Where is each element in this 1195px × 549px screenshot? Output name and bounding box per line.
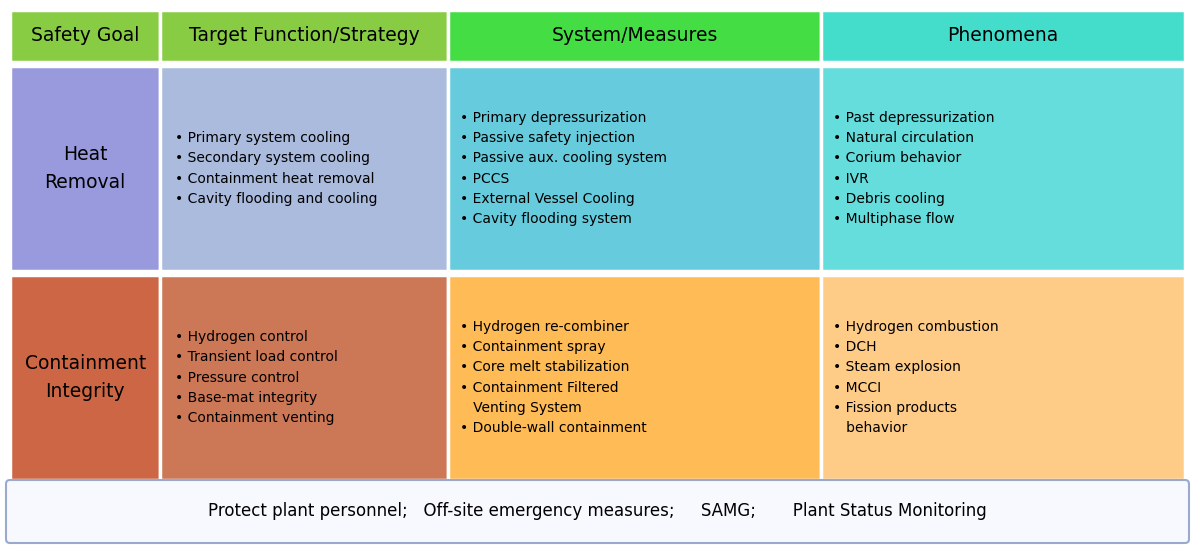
- Bar: [448, 10, 821, 62]
- Bar: [160, 10, 448, 62]
- Bar: [10, 66, 160, 271]
- Text: • Hydrogen control
• Transient load control
• Pressure control
• Base-mat integr: • Hydrogen control • Transient load cont…: [176, 330, 338, 424]
- Text: • Hydrogen combustion
• DCH
• Steam explosion
• MCCI
• Fission products
   behav: • Hydrogen combustion • DCH • Steam expl…: [833, 321, 998, 435]
- Text: • Hydrogen re-combiner
• Containment spray
• Core melt stabilization
• Containme: • Hydrogen re-combiner • Containment spr…: [460, 321, 646, 435]
- Bar: [448, 66, 821, 271]
- Text: Heat
Removal: Heat Removal: [44, 145, 125, 192]
- Text: Target Function/Strategy: Target Function/Strategy: [189, 26, 419, 46]
- Bar: [10, 275, 160, 480]
- Bar: [821, 66, 1185, 271]
- Text: • Past depressurization
• Natural circulation
• Corium behavior
• IVR
• Debris c: • Past depressurization • Natural circul…: [833, 111, 994, 226]
- Text: System/Measures: System/Measures: [551, 26, 718, 46]
- FancyBboxPatch shape: [6, 480, 1189, 543]
- Text: Protect plant personnel;   Off-site emergency measures;     SAMG;       Plant St: Protect plant personnel; Off-site emerge…: [208, 502, 987, 520]
- Bar: [821, 10, 1185, 62]
- Bar: [821, 275, 1185, 480]
- Bar: [448, 275, 821, 480]
- Text: • Primary depressurization
• Passive safety injection
• Passive aux. cooling sys: • Primary depressurization • Passive saf…: [460, 111, 667, 226]
- Bar: [160, 275, 448, 480]
- Text: • Primary system cooling
• Secondary system cooling
• Containment heat removal
•: • Primary system cooling • Secondary sys…: [176, 131, 378, 205]
- Text: Safety Goal: Safety Goal: [31, 26, 140, 46]
- Text: Phenomena: Phenomena: [948, 26, 1059, 46]
- Text: Containment
Integrity: Containment Integrity: [25, 354, 146, 401]
- Bar: [160, 66, 448, 271]
- Bar: [10, 10, 160, 62]
